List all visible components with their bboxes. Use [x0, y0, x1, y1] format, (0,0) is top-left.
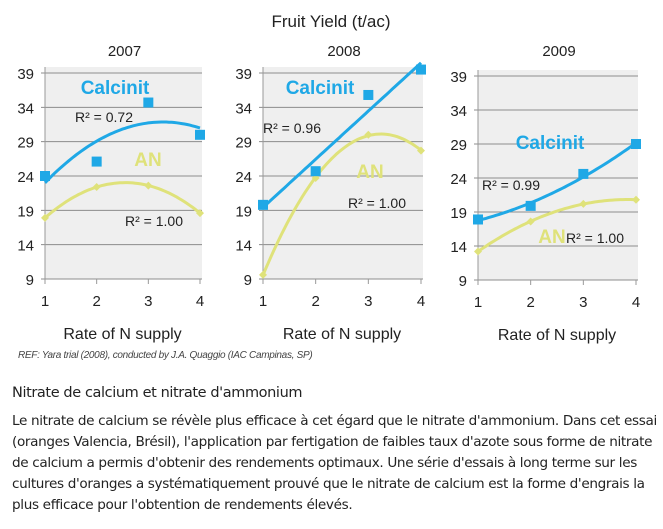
x-tick-label: 2 — [311, 293, 319, 310]
data-point-calcinit — [578, 168, 589, 179]
x-tick-label: 1 — [259, 293, 267, 310]
data-point-an — [474, 247, 482, 256]
trendline-an — [477, 198, 637, 253]
trendline-an — [44, 181, 201, 220]
y-tick-label: 39 — [235, 66, 252, 83]
trendline-calcinit — [43, 120, 201, 184]
r-squared-label: R² = 1.00 — [566, 230, 624, 246]
y-tick-label: 14 — [17, 238, 34, 255]
r-squared-label: R² = 1.00 — [125, 213, 183, 229]
y-tick-label: 19 — [17, 203, 34, 220]
series-label-an: AN — [538, 227, 565, 248]
y-tick-label: 24 — [450, 171, 467, 188]
panel-title: 2007 — [108, 43, 141, 60]
y-tick-label: 9 — [459, 273, 467, 290]
y-tick-label: 29 — [235, 135, 252, 152]
x-axis-label: Rate of N supply — [498, 327, 616, 344]
trendline-an — [261, 132, 422, 276]
y-tick-label: 24 — [235, 169, 252, 186]
data-point-an — [196, 209, 204, 218]
data-point-an — [632, 195, 640, 204]
y-tick-label: 9 — [26, 272, 34, 289]
x-tick-label: 3 — [144, 293, 152, 310]
x-tick-label: 2 — [526, 294, 534, 311]
panel-title: 2008 — [327, 43, 360, 60]
series-label-an: AN — [134, 150, 161, 171]
y-tick-label: 34 — [235, 100, 252, 117]
trendline-calcinit — [261, 61, 423, 209]
data-point-calcinit — [363, 89, 374, 100]
article-paragraph: Le nitrate de calcium se révèle plus eff… — [12, 413, 657, 513]
y-tick-label: 29 — [17, 135, 34, 152]
data-point-calcinit — [473, 214, 483, 225]
data-point-an — [417, 146, 425, 155]
data-point-calcinit — [525, 200, 536, 211]
x-tick-label: 2 — [92, 293, 100, 310]
x-tick-label: 4 — [632, 294, 640, 311]
trendline-calcinit — [477, 141, 637, 222]
y-tick-label: 14 — [235, 238, 252, 255]
y-tick-label: 39 — [17, 66, 34, 83]
x-tick-label: 4 — [417, 293, 425, 310]
data-point-calcinit — [91, 156, 102, 167]
y-tick-label: 34 — [17, 100, 34, 117]
series-label-calcinit: Calcinit — [81, 78, 150, 99]
x-axis-label: Rate of N supply — [63, 326, 181, 343]
y-tick-label: 9 — [244, 272, 252, 289]
data-point-calcinit — [310, 166, 321, 177]
series-label-calcinit: Calcinit — [516, 133, 585, 154]
plot-area — [478, 70, 638, 280]
y-tick-label: 19 — [235, 203, 252, 220]
reference-note: REF: Yara trial (2008), conducted by J.A… — [18, 350, 313, 361]
r-squared-label: R² = 0.72 — [75, 109, 133, 125]
y-tick-label: 39 — [450, 69, 467, 86]
data-point-an — [41, 213, 49, 222]
plot-area — [45, 67, 202, 279]
chart-title: Fruit Yield (t/ac) — [271, 12, 390, 31]
x-tick-label: 1 — [474, 294, 482, 311]
data-point-an — [364, 130, 373, 139]
article-heading: Nitrate de calcium et nitrate d'ammonium — [12, 385, 303, 401]
x-tick-label: 3 — [579, 294, 587, 311]
y-tick-label: 34 — [450, 103, 467, 120]
x-tick-label: 4 — [196, 293, 204, 310]
data-point-calcinit — [40, 171, 50, 181]
data-point-an — [259, 270, 267, 279]
data-point-an — [579, 199, 588, 208]
r-squared-label: R² = 1.00 — [348, 195, 406, 211]
data-point-calcinit — [258, 199, 268, 210]
r-squared-label: R² = 0.99 — [482, 177, 540, 193]
data-point-an — [526, 217, 535, 226]
y-tick-label: 24 — [17, 169, 34, 186]
x-tick-label: 3 — [364, 293, 372, 310]
series-label-calcinit: Calcinit — [286, 78, 355, 99]
y-tick-label: 14 — [450, 239, 467, 256]
y-tick-label: 29 — [450, 137, 467, 154]
panel-title: 2009 — [542, 43, 575, 60]
data-point-an — [92, 182, 101, 191]
data-point-calcinit — [195, 129, 205, 140]
y-tick-label: 19 — [450, 205, 467, 222]
r-squared-label: R² = 0.96 — [263, 120, 321, 136]
data-point-an — [144, 181, 153, 190]
x-tick-label: 1 — [41, 293, 49, 310]
data-point-calcinit — [143, 97, 154, 108]
data-point-calcinit — [416, 64, 426, 75]
x-axis-label: Rate of N supply — [283, 326, 401, 343]
series-label-an: AN — [356, 162, 383, 183]
data-point-calcinit — [631, 139, 641, 149]
plot-area — [263, 67, 423, 279]
